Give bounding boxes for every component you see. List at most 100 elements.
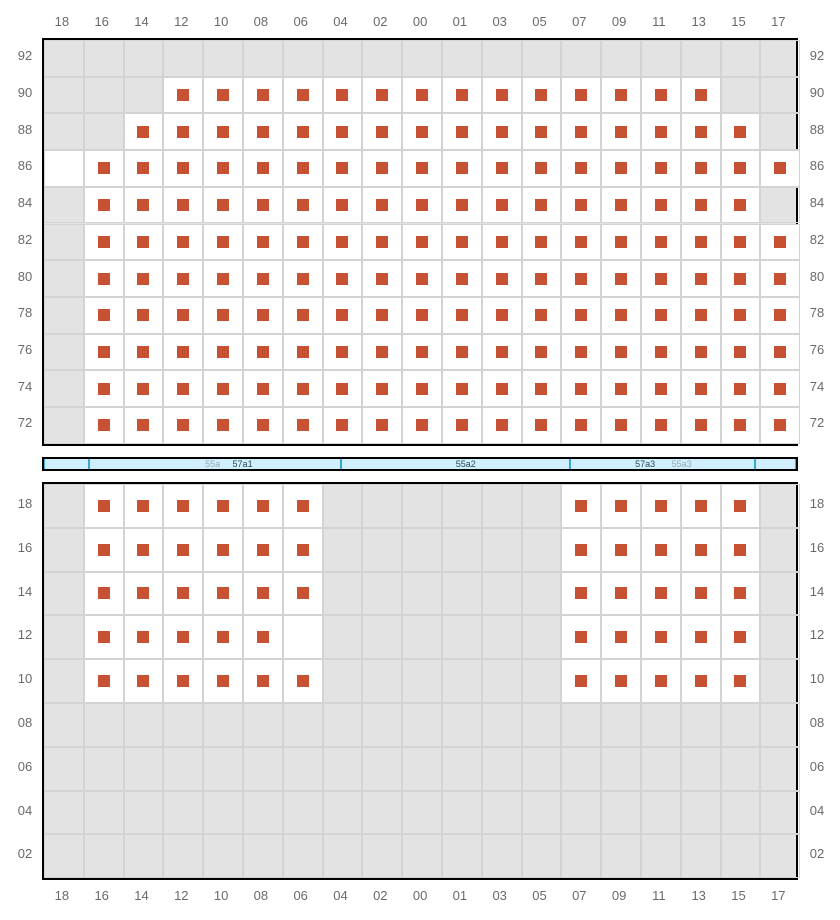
upper-cell-r80-c07[interactable]: [561, 260, 601, 297]
upper-cell-r72-c09[interactable]: [601, 407, 641, 444]
lower-cell-r12-c08[interactable]: [243, 615, 283, 659]
upper-cell-r90-c01[interactable]: [442, 77, 482, 114]
upper-cell-r78-c09[interactable]: [601, 297, 641, 334]
upper-cell-r82-c00[interactable]: [402, 224, 442, 261]
lower-cell-r10-c13[interactable]: [681, 659, 721, 703]
upper-cell-r74-c13[interactable]: [681, 370, 721, 407]
upper-cell-r80-c05[interactable]: [522, 260, 562, 297]
upper-cell-r82-c02[interactable]: [362, 224, 402, 261]
upper-cell-r86-c02[interactable]: [362, 150, 402, 187]
upper-cell-r78-c01[interactable]: [442, 297, 482, 334]
lower-cell-r18-c13[interactable]: [681, 484, 721, 528]
upper-cell-r76-c01[interactable]: [442, 334, 482, 371]
upper-cell-r72-c10[interactable]: [203, 407, 243, 444]
upper-cell-r88-c02[interactable]: [362, 113, 402, 150]
lower-cell-r12-c14[interactable]: [124, 615, 164, 659]
upper-cell-r72-c05[interactable]: [522, 407, 562, 444]
upper-cell-r74-c17[interactable]: [760, 370, 800, 407]
lower-cell-r16-c15[interactable]: [721, 528, 761, 572]
upper-cell-r88-c05[interactable]: [522, 113, 562, 150]
upper-cell-r84-c15[interactable]: [721, 187, 761, 224]
upper-cell-r76-c03[interactable]: [482, 334, 522, 371]
upper-cell-r74-c15[interactable]: [721, 370, 761, 407]
upper-cell-r86-c15[interactable]: [721, 150, 761, 187]
upper-cell-r86-c17[interactable]: [760, 150, 800, 187]
lower-cell-r10-c07[interactable]: [561, 659, 601, 703]
lower-cell-r14-c09[interactable]: [601, 572, 641, 616]
upper-cell-r86-c03[interactable]: [482, 150, 522, 187]
upper-cell-r82-c03[interactable]: [482, 224, 522, 261]
upper-cell-r82-c07[interactable]: [561, 224, 601, 261]
upper-cell-r72-c16[interactable]: [84, 407, 124, 444]
lower-cell-r16-c11[interactable]: [641, 528, 681, 572]
upper-cell-r84-c10[interactable]: [203, 187, 243, 224]
upper-cell-r78-c06[interactable]: [283, 297, 323, 334]
upper-cell-r82-c16[interactable]: [84, 224, 124, 261]
upper-cell-r78-c10[interactable]: [203, 297, 243, 334]
upper-cell-r86-c11[interactable]: [641, 150, 681, 187]
upper-cell-r74-c04[interactable]: [323, 370, 363, 407]
upper-cell-r90-c13[interactable]: [681, 77, 721, 114]
upper-cell-r86-c16[interactable]: [84, 150, 124, 187]
upper-cell-r88-c13[interactable]: [681, 113, 721, 150]
upper-cell-r84-c13[interactable]: [681, 187, 721, 224]
upper-cell-r84-c14[interactable]: [124, 187, 164, 224]
upper-cell-r72-c12[interactable]: [163, 407, 203, 444]
upper-cell-r82-c15[interactable]: [721, 224, 761, 261]
upper-cell-r78-c14[interactable]: [124, 297, 164, 334]
upper-cell-r84-c16[interactable]: [84, 187, 124, 224]
upper-cell-r88-c11[interactable]: [641, 113, 681, 150]
upper-cell-r76-c02[interactable]: [362, 334, 402, 371]
lower-cell-r16-c06[interactable]: [283, 528, 323, 572]
upper-cell-r76-c14[interactable]: [124, 334, 164, 371]
upper-cell-r84-c05[interactable]: [522, 187, 562, 224]
upper-cell-r78-c08[interactable]: [243, 297, 283, 334]
lower-cell-r12-c09[interactable]: [601, 615, 641, 659]
upper-cell-r80-c16[interactable]: [84, 260, 124, 297]
upper-cell-r74-c05[interactable]: [522, 370, 562, 407]
upper-cell-r86-c14[interactable]: [124, 150, 164, 187]
upper-cell-r80-c04[interactable]: [323, 260, 363, 297]
upper-cell-r76-c13[interactable]: [681, 334, 721, 371]
upper-cell-r72-c15[interactable]: [721, 407, 761, 444]
upper-cell-r88-c03[interactable]: [482, 113, 522, 150]
upper-cell-r84-c01[interactable]: [442, 187, 482, 224]
upper-cell-r82-c04[interactable]: [323, 224, 363, 261]
upper-cell-r84-c08[interactable]: [243, 187, 283, 224]
upper-cell-r72-c14[interactable]: [124, 407, 164, 444]
upper-cell-r80-c09[interactable]: [601, 260, 641, 297]
upper-cell-r84-c04[interactable]: [323, 187, 363, 224]
upper-cell-r72-c00[interactable]: [402, 407, 442, 444]
upper-cell-r72-c06[interactable]: [283, 407, 323, 444]
lower-cell-r14-c08[interactable]: [243, 572, 283, 616]
upper-cell-r82-c06[interactable]: [283, 224, 323, 261]
lower-cell-r14-c16[interactable]: [84, 572, 124, 616]
lower-cell-r16-c14[interactable]: [124, 528, 164, 572]
upper-cell-r86-c12[interactable]: [163, 150, 203, 187]
lower-cell-r12-c15[interactable]: [721, 615, 761, 659]
lower-cell-r10-c14[interactable]: [124, 659, 164, 703]
lower-cell-r18-c07[interactable]: [561, 484, 601, 528]
lower-cell-r18-c09[interactable]: [601, 484, 641, 528]
lower-cell-r10-c11[interactable]: [641, 659, 681, 703]
upper-cell-r80-c13[interactable]: [681, 260, 721, 297]
lower-cell-r12-c12[interactable]: [163, 615, 203, 659]
upper-cell-r84-c02[interactable]: [362, 187, 402, 224]
upper-cell-r80-c08[interactable]: [243, 260, 283, 297]
lower-cell-r18-c06[interactable]: [283, 484, 323, 528]
upper-cell-r80-c10[interactable]: [203, 260, 243, 297]
upper-cell-r86-c04[interactable]: [323, 150, 363, 187]
upper-cell-r80-c01[interactable]: [442, 260, 482, 297]
upper-cell-r82-c08[interactable]: [243, 224, 283, 261]
lower-cell-r10-c15[interactable]: [721, 659, 761, 703]
upper-cell-r82-c09[interactable]: [601, 224, 641, 261]
upper-cell-r74-c07[interactable]: [561, 370, 601, 407]
upper-cell-r72-c04[interactable]: [323, 407, 363, 444]
upper-cell-r82-c01[interactable]: [442, 224, 482, 261]
upper-cell-r88-c01[interactable]: [442, 113, 482, 150]
upper-cell-r82-c17[interactable]: [760, 224, 800, 261]
lower-cell-r14-c06[interactable]: [283, 572, 323, 616]
upper-cell-r86-c13[interactable]: [681, 150, 721, 187]
upper-cell-r80-c02[interactable]: [362, 260, 402, 297]
upper-cell-r80-c12[interactable]: [163, 260, 203, 297]
